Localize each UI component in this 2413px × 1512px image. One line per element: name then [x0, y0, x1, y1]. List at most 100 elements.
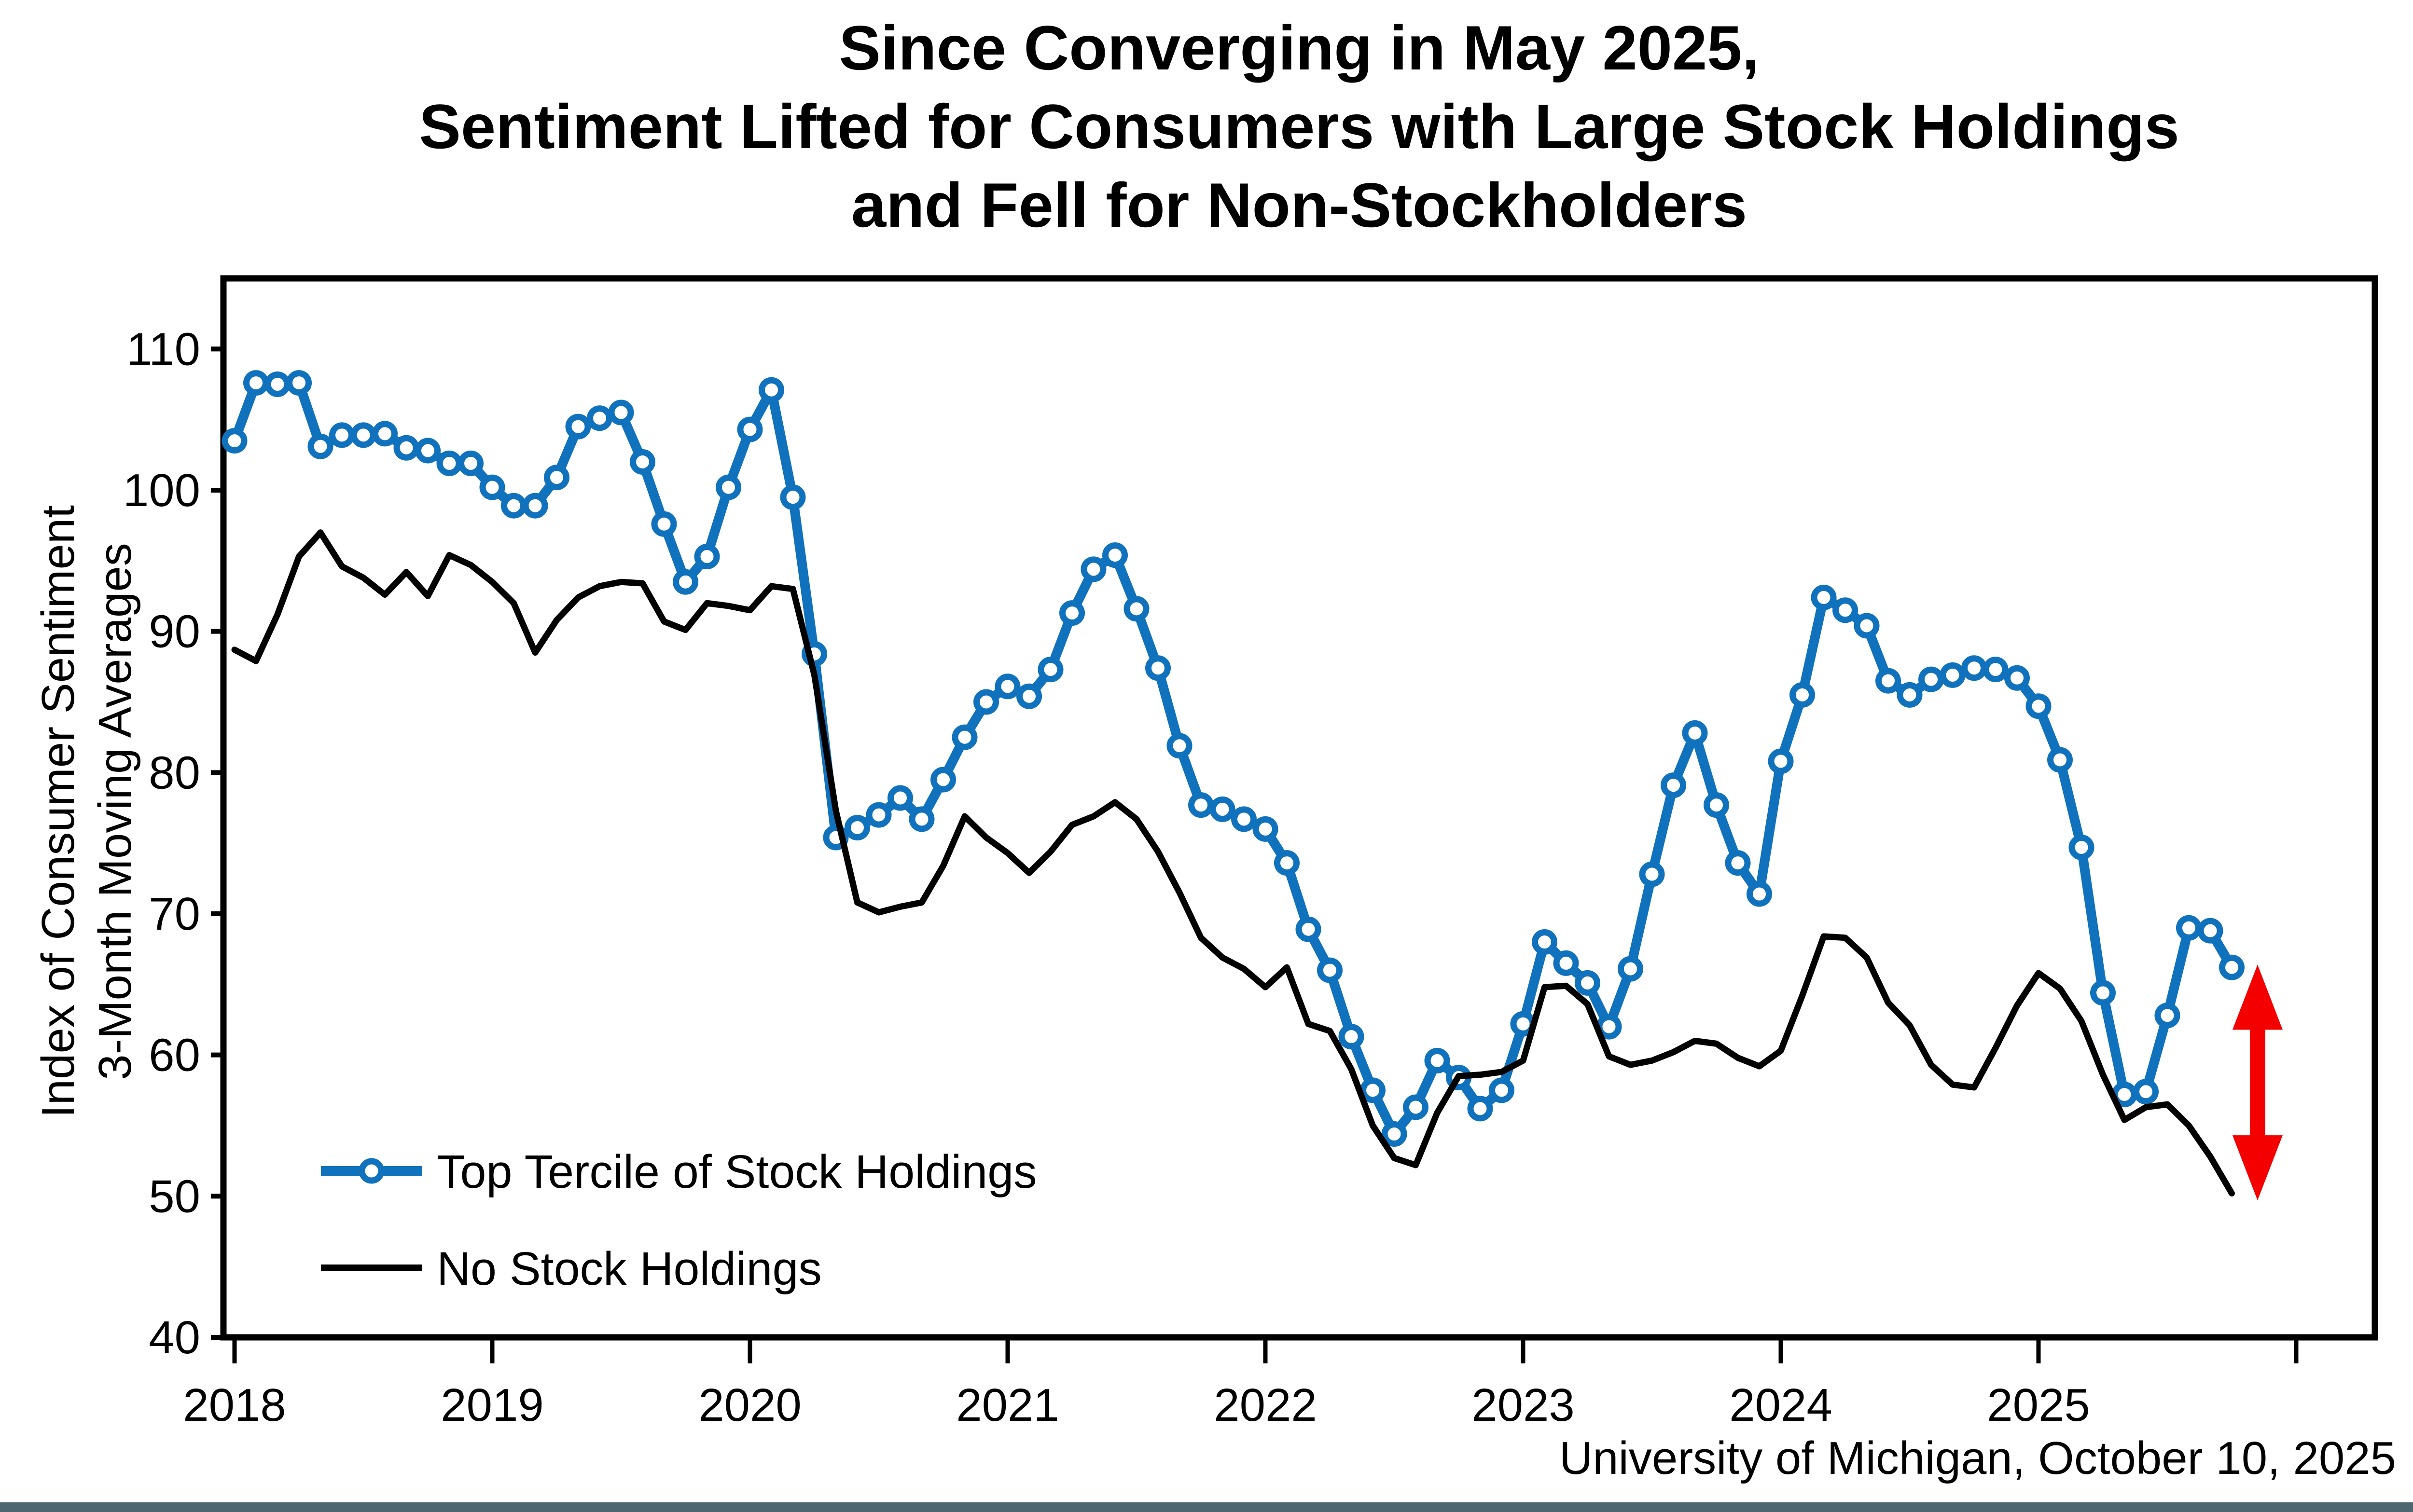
- legend-label-no-stock: No Stock Holdings: [437, 1242, 822, 1295]
- data-point-marker: [587, 405, 612, 431]
- legend: Top Tercile of Stock Holdings No Stock H…: [321, 1145, 1037, 1295]
- data-point-marker: [1875, 668, 1901, 694]
- data-point-marker: [759, 377, 784, 403]
- data-point-marker: [866, 802, 892, 828]
- data-point-marker: [1832, 597, 1858, 623]
- data-point-marker: [716, 474, 741, 500]
- data-point-marker: [2025, 693, 2052, 719]
- data-point-marker: [329, 422, 355, 448]
- data-point-marker: [1338, 1024, 1364, 1050]
- data-point-marker: [888, 785, 913, 811]
- data-point-marker: [1081, 556, 1107, 582]
- data-point-marker: [780, 484, 806, 510]
- data-point-marker: [909, 806, 935, 832]
- data-point-marker: [243, 370, 269, 396]
- x-tick-label: 2018: [183, 1379, 286, 1431]
- data-point-marker: [479, 474, 505, 500]
- x-tick-label: 2025: [1987, 1379, 2090, 1431]
- data-point-marker: [737, 416, 763, 442]
- data-point-marker: [1016, 683, 1042, 709]
- data-point-marker: [415, 438, 441, 464]
- data-point-marker: [1639, 861, 1665, 887]
- data-point-marker: [1166, 733, 1193, 759]
- chart-title-line3: and Fell for Non-Stockholders: [851, 170, 1747, 240]
- data-point-marker: [1403, 1094, 1428, 1120]
- chart-title-line2: Sentiment Lifted for Consumers with Larg…: [419, 91, 2179, 162]
- data-point-marker: [1618, 956, 1643, 982]
- data-point-marker: [264, 371, 291, 397]
- data-point-marker: [2090, 980, 2116, 1006]
- data-point-marker: [286, 370, 312, 396]
- chart-title: Since Converging in May 2025, Sentiment …: [127, 9, 2413, 245]
- data-point-marker: [307, 433, 333, 459]
- y-tick-label: 50: [149, 1170, 200, 1222]
- data-point-marker: [1854, 613, 1880, 639]
- data-point-marker: [1789, 682, 1815, 708]
- data-point-marker: [565, 413, 591, 440]
- data-point-marker: [2068, 834, 2094, 860]
- y-tick-label: 60: [149, 1030, 200, 1081]
- data-point-marker: [1317, 957, 1343, 983]
- x-tick-label: 2021: [956, 1379, 1059, 1431]
- gap-arrow-layer: [2232, 964, 2283, 1201]
- data-point-marker: [952, 724, 978, 750]
- data-point-marker: [1295, 916, 1321, 942]
- data-point-marker: [673, 569, 698, 595]
- data-point-marker: [1811, 584, 1837, 610]
- data-point-marker: [436, 450, 462, 476]
- data-point-marker: [973, 689, 999, 715]
- data-point-marker: [1188, 792, 1214, 818]
- data-point-marker: [608, 399, 634, 426]
- data-point-marker: [1725, 850, 1751, 876]
- data-point-marker: [1575, 970, 1600, 996]
- x-tick-label: 2024: [1729, 1379, 1832, 1431]
- data-point-marker: [1038, 657, 1064, 683]
- data-point-marker: [1661, 772, 1686, 798]
- data-point-marker: [2154, 1003, 2180, 1029]
- data-point-marker: [2047, 747, 2073, 773]
- data-point-marker: [1532, 929, 1557, 955]
- data-point-marker: [1381, 1121, 1407, 1147]
- axis-ticks-and-labels: 110 100 90 80 70 60 50 40 2018 2019 2020 2021 2022 20…: [123, 323, 2299, 1431]
- data-point-marker: [1897, 682, 1923, 708]
- data-point-marker: [544, 465, 569, 491]
- data-point-marker: [1747, 881, 1772, 907]
- data-point-marker: [2219, 954, 2245, 980]
- data-point-marker: [1252, 816, 1278, 842]
- data-point-marker: [1123, 596, 1150, 622]
- y-tick-label: 70: [149, 888, 200, 940]
- data-point-marker: [350, 422, 376, 448]
- data-point-marker: [222, 428, 248, 454]
- data-point-marker: [1424, 1047, 1450, 1073]
- x-tick-label: 2019: [441, 1379, 544, 1431]
- y-tick-label: 80: [149, 747, 200, 798]
- data-point-marker: [1961, 655, 1987, 681]
- data-point-marker: [1768, 748, 1794, 774]
- y-tick-label: 40: [149, 1312, 200, 1363]
- data-point-marker: [1467, 1096, 1493, 1122]
- data-point-marker: [930, 767, 956, 793]
- series-line-no-stock: [231, 529, 2235, 1196]
- chart-title-line1: Since Converging in May 2025,: [839, 13, 1760, 83]
- data-point-marker: [2133, 1079, 2159, 1105]
- data-point-marker: [2004, 665, 2030, 691]
- y-tick-label: 110: [126, 323, 200, 375]
- y-tick-label: 90: [149, 606, 200, 658]
- data-point-marker: [1918, 666, 1944, 692]
- data-point-marker: [1145, 655, 1171, 681]
- x-tick-label: 2020: [698, 1379, 802, 1431]
- data-point-marker: [1209, 796, 1235, 822]
- data-point-marker: [845, 814, 870, 840]
- data-point-marker: [1059, 600, 1085, 626]
- data-point-marker: [630, 449, 655, 475]
- data-point-marker: [995, 674, 1021, 700]
- data-point-marker: [522, 493, 548, 519]
- footer-color-bar: [0, 1502, 2413, 1512]
- data-point-marker: [1553, 950, 1579, 976]
- data-point-marker: [2197, 918, 2223, 944]
- data-point-marker: [458, 450, 484, 476]
- x-tick-label: 2023: [1471, 1379, 1575, 1431]
- data-series-layer: [222, 370, 2245, 1196]
